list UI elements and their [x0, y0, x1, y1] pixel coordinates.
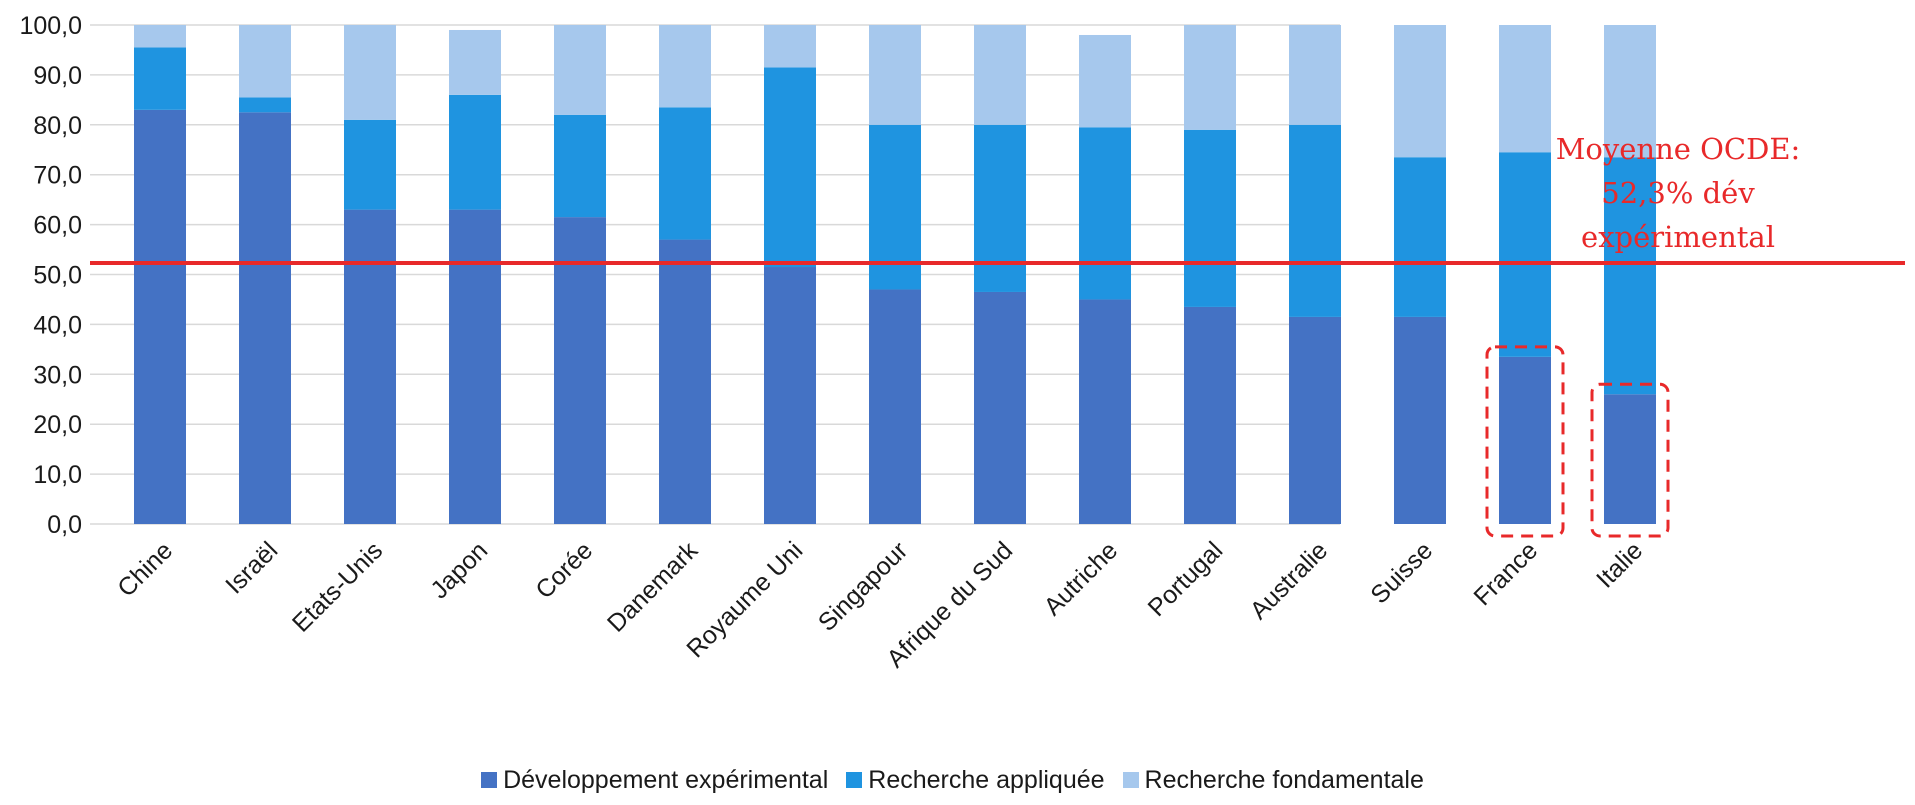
annotation-line: 52,3% dév — [1601, 176, 1755, 210]
annotation-line: Moyenne OCDE: — [1556, 132, 1801, 166]
bar-japon-recherche-fondamentale — [449, 29, 501, 95]
oecd-average-annotation: Moyenne OCDE: 52,3% dév expérimental — [1556, 132, 1801, 254]
y-tick-label: 100,0 — [19, 12, 82, 40]
bar-danemark-developpement-experimental — [659, 239, 711, 524]
legend-item-recherche-appliquee: Recherche appliquée — [846, 765, 1105, 795]
bar-israel-recherche-fondamentale — [239, 25, 291, 98]
x-tick-label: Portugal — [1143, 536, 1229, 622]
y-tick-label: 0,0 — [47, 511, 82, 539]
bar-france-recherche-fondamentale — [1499, 25, 1551, 153]
bar-australie-recherche-fondamentale — [1289, 25, 1341, 125]
x-tick-label: Japon — [425, 536, 493, 604]
bar-royaume-uni-recherche-appliquee — [764, 67, 816, 268]
bar-royaume-uni-recherche-fondamentale — [764, 25, 816, 68]
bar-autriche-developpement-experimental — [1079, 299, 1131, 524]
y-tick-label: 50,0 — [33, 262, 82, 290]
bar-israel-recherche-appliquee — [239, 97, 291, 113]
bar-royaume-uni-developpement-experimental — [764, 267, 816, 524]
y-tick-label: 40,0 — [33, 311, 82, 339]
bar-israel-developpement-experimental — [239, 112, 291, 524]
x-tick-label: Italie — [1591, 536, 1648, 593]
bar-afrique-du-sud-recherche-fondamentale — [974, 25, 1026, 125]
legend-item-developpement-experimental: Développement expérimental — [481, 766, 828, 795]
bar-italie-recherche-appliquee — [1604, 157, 1656, 395]
annotation-line: expérimental — [1581, 220, 1775, 254]
bar-stacks — [134, 25, 1656, 525]
bar-portugal-recherche-appliquee — [1184, 129, 1236, 307]
highlight-box-italie — [1590, 382, 1670, 538]
y-tick-label: 90,0 — [33, 62, 82, 90]
gridlines — [90, 24, 1340, 525]
x-tick-label: France — [1468, 536, 1543, 611]
y-tick-label: 70,0 — [33, 162, 82, 190]
x-tick-label: Australie — [1245, 536, 1334, 625]
legend-label: Développement expérimental — [503, 765, 829, 794]
bar-portugal-recherche-fondamentale — [1184, 25, 1236, 130]
bar-japon-developpement-experimental — [449, 209, 501, 524]
x-tick-label: Chine — [112, 536, 178, 602]
bar-suisse-developpement-experimental — [1394, 316, 1446, 524]
bar-suisse-recherche-fondamentale — [1394, 25, 1446, 158]
bar-coree-developpement-experimental — [554, 217, 606, 525]
legend: Développement expérimental Recherche appl… — [0, 760, 1915, 800]
y-tick-label: 60,0 — [33, 212, 82, 240]
bar-danemark-recherche-appliquee — [659, 107, 711, 240]
x-tick-label: Etats-Unis — [287, 536, 388, 637]
bar-france-recherche-appliquee — [1499, 152, 1551, 357]
bar-italie-recherche-fondamentale — [1604, 25, 1656, 158]
legend-swatch — [481, 772, 498, 788]
bar-coree-recherche-appliquee — [554, 114, 606, 218]
bar-etats-unis-recherche-fondamentale — [344, 25, 396, 120]
bar-coree-recherche-fondamentale — [554, 25, 606, 115]
y-tick-label: 80,0 — [33, 112, 82, 140]
x-tick-label: Suisse — [1365, 536, 1438, 609]
y-tick-label: 20,0 — [33, 411, 82, 439]
bar-australie-recherche-appliquee — [1289, 124, 1341, 317]
bar-autriche-recherche-fondamentale — [1079, 34, 1131, 128]
y-tick-label: 10,0 — [33, 461, 82, 489]
highlight-boxes — [1485, 345, 1670, 538]
legend-item-recherche-fondamentale: Recherche fondamentale — [1122, 765, 1424, 795]
legend-swatch — [1122, 772, 1139, 788]
x-tick-label: Corée — [530, 536, 598, 604]
stacked-bar-chart: 0,0 10,0 20,0 30,0 40,0 50,0 60,0 70,0 80,0 90,0 1… — [19, 12, 1905, 673]
bar-portugal-developpement-experimental — [1184, 306, 1236, 524]
legend-label: Recherche fondamentale — [1144, 765, 1424, 794]
highlight-box-france — [1485, 345, 1565, 538]
y-tick-label: 30,0 — [33, 361, 82, 389]
bar-chine-recherche-fondamentale — [134, 25, 186, 48]
bar-suisse-recherche-appliquee — [1394, 157, 1446, 317]
y-axis: 0,0 10,0 20,0 30,0 40,0 50,0 60,0 70,0 80,0 90,0 1… — [19, 12, 82, 539]
legend-swatch — [846, 772, 863, 788]
legend-label: Recherche appliquée — [868, 765, 1105, 794]
bar-singapour-recherche-fondamentale — [869, 25, 921, 125]
x-tick-label: Singapour — [813, 536, 913, 636]
bar-etats-unis-developpement-experimental — [344, 209, 396, 524]
x-axis-labels: Chine Israël Etats-Unis Japon Corée DanemarkR… — [112, 536, 1648, 673]
bar-afrique-du-sud-developpement-experimental — [974, 291, 1026, 524]
bar-italie-developpement-experimental — [1604, 394, 1656, 524]
x-tick-label: Danemark — [602, 536, 704, 638]
bar-singapour-developpement-experimental — [869, 289, 921, 524]
bar-afrique-du-sud-recherche-appliquee — [974, 124, 1026, 292]
bar-danemark-recherche-fondamentale — [659, 25, 711, 108]
bar-australie-developpement-experimental — [1289, 316, 1341, 524]
bar-france-developpement-experimental — [1499, 356, 1551, 524]
bar-japon-recherche-appliquee — [449, 94, 501, 210]
bar-etats-unis-recherche-appliquee — [344, 119, 396, 210]
bar-chine-developpement-experimental — [134, 109, 186, 524]
bar-chine-recherche-appliquee — [134, 47, 186, 110]
bar-autriche-recherche-appliquee — [1079, 127, 1131, 300]
x-tick-label: Israël — [220, 536, 283, 599]
x-tick-label: Autriche — [1039, 536, 1124, 621]
